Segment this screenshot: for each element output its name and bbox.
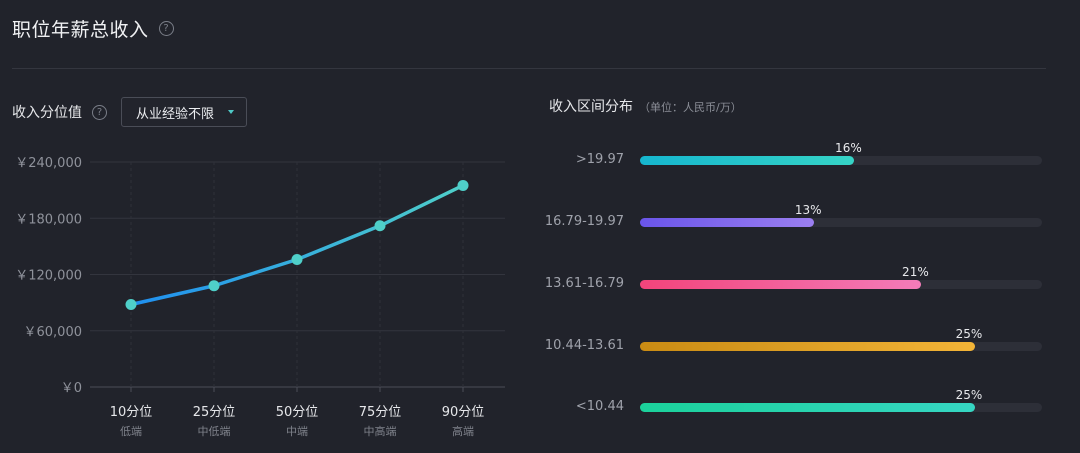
bar-track (640, 280, 1042, 289)
bar-track (640, 156, 1042, 165)
distribution-title: 收入区间分布 (549, 99, 633, 115)
bar-value-label: 13% (794, 203, 822, 217)
caret-down-icon (228, 110, 235, 114)
bar (640, 403, 975, 412)
bar-category-label: 10.44-13.61 (544, 338, 624, 353)
x-tick-sublabel: 中低端 (198, 425, 231, 438)
y-tick-label: ￥120,000 (15, 269, 82, 284)
percentile-label: 收入分位值 (12, 105, 82, 121)
data-point (208, 280, 220, 292)
distribution-unit: （单位：人民币/万） (639, 101, 742, 114)
bar-track (640, 403, 1042, 412)
bar-row: 10.44-13.61 25% (540, 317, 1050, 357)
percentile-line-chart: ￥0 ￥60,000 ￥120,000 ￥180,000 ￥240,000 10分位低端… (15, 156, 505, 438)
y-tick-label: ￥240,000 (15, 156, 82, 171)
y-tick-label: ￥0 (61, 381, 82, 396)
page-title: 职位年薪总收入 (12, 18, 149, 41)
data-point (125, 299, 137, 310)
x-tick-label: 10分位 (110, 405, 153, 420)
y-tick-label: ￥180,000 (15, 212, 82, 227)
bar-category-label: 16.79-19.97 (544, 214, 624, 229)
bar-row: >19.97 16% (540, 131, 1050, 171)
bar-row: <10.44 25% (540, 378, 1050, 418)
bar-row: 16.79-19.97 13% (540, 193, 1050, 233)
x-tick-sublabel: 低端 (120, 425, 142, 438)
x-tick-label: 90分位 (442, 405, 485, 420)
bar-value-label: 25% (955, 388, 983, 402)
x-tick-sublabel: 中高端 (364, 424, 397, 438)
bar-category-label: <10.44 (575, 399, 624, 414)
x-tick-label: 50分位 (276, 405, 319, 420)
data-point (374, 220, 386, 232)
bar-value-label: 16% (835, 141, 862, 155)
experience-dropdown[interactable]: 从业经验不限 (121, 97, 248, 127)
bar (640, 218, 815, 227)
question-circle-icon[interactable]: ? (158, 20, 174, 36)
percentile-header: 收入分位值 ? 从业经验不限 (12, 96, 248, 128)
bar-track (640, 342, 1042, 351)
x-tick-sublabel: 高端 (452, 424, 474, 438)
bar (640, 156, 855, 165)
bar-value-label: 25% (955, 327, 983, 341)
question-circle-icon[interactable]: ? (92, 104, 107, 120)
data-point (291, 254, 303, 265)
bar-row: 13.61-16.79 21% (540, 255, 1050, 295)
bar (640, 342, 975, 351)
series-line (129, 183, 465, 307)
data-point (457, 179, 469, 191)
bar (640, 280, 922, 289)
bar-value-label: 21% (902, 265, 929, 279)
bar-category-label: >19.97 (575, 152, 624, 167)
dropdown-selected-value: 从业经验不限 (136, 106, 215, 122)
bar-category-label: 13.61-16.79 (544, 276, 624, 291)
divider (12, 68, 1046, 69)
x-tick-sublabel: 中端 (286, 425, 308, 438)
distribution-header: 收入区间分布 （单位：人民币/万） (549, 96, 742, 116)
bar-track (640, 218, 1042, 227)
y-tick-label: ￥60,000 (24, 325, 83, 340)
x-tick-label: 75分位 (359, 405, 402, 420)
x-tick-label: 25分位 (193, 405, 236, 420)
header: 职位年薪总收入 ? (12, 14, 174, 42)
